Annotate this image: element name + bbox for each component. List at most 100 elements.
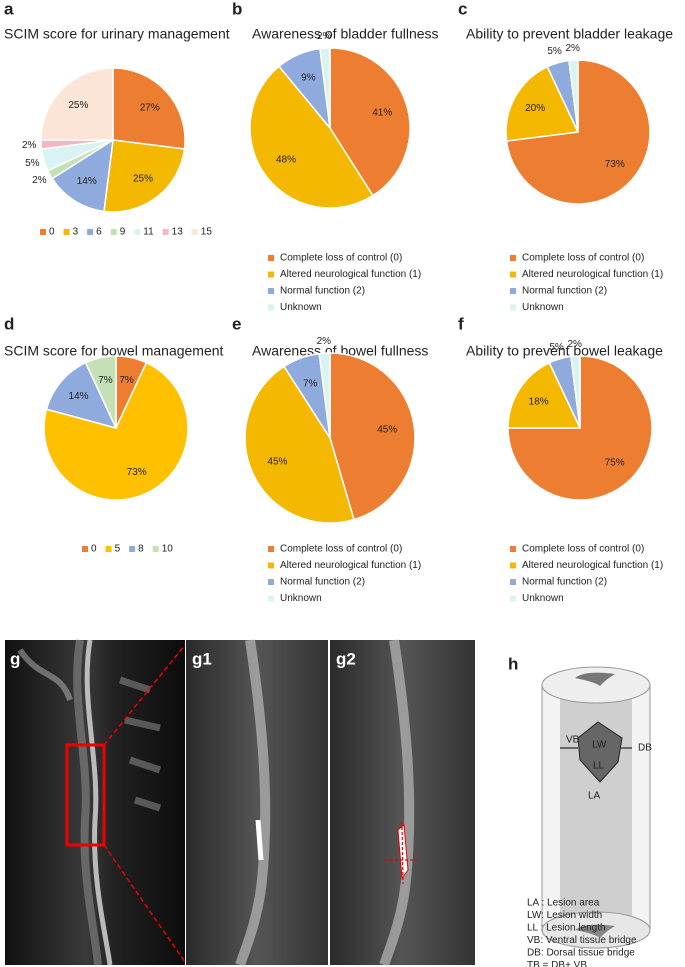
data-label: 27%: [140, 102, 160, 113]
legend-swatch: [510, 595, 516, 602]
legend-label: 10: [162, 544, 174, 555]
legend-label: Unknown: [280, 593, 322, 604]
diagram-label: LA: [588, 791, 601, 802]
spinal-cord: [73, 639, 102, 966]
legend-swatch: [162, 229, 169, 235]
legend-label: Unknown: [280, 302, 322, 313]
zoom-line: [103, 644, 186, 746]
pie-slice: [84, 355, 117, 429]
chart-title: Ability to prevent bowel leakage: [466, 343, 663, 359]
diagram-legend-item: LA : Lesion area: [527, 898, 600, 909]
panel-label: c: [458, 0, 467, 18]
legend-swatch: [268, 304, 274, 311]
legend-swatch: [134, 229, 141, 235]
legend-swatch: [268, 562, 274, 569]
data-label: 5%: [25, 158, 40, 169]
data-label: 45%: [267, 457, 287, 468]
diagram-label: LW: [592, 740, 607, 751]
chart-title: Awareness of bowel fullness: [252, 343, 428, 359]
legend-label: Altered neurological function (1): [522, 269, 663, 280]
cylinder-top: [541, 666, 651, 704]
legend-label: Altered neurological function (1): [522, 560, 663, 571]
data-label: 41%: [372, 107, 392, 118]
data-label: 14%: [77, 176, 97, 187]
legend-label: 9: [120, 227, 126, 238]
pie-slice: [568, 59, 579, 133]
legend-label: 0: [91, 544, 97, 555]
legend-label: Normal function (2): [280, 286, 365, 297]
legend-swatch: [129, 546, 136, 552]
panel-label: h: [508, 654, 518, 673]
diagram-label: LL: [593, 761, 605, 772]
vertebrae: [118, 676, 162, 812]
legend-label: Unknown: [522, 593, 564, 604]
diagram-label: DB: [638, 743, 652, 754]
panel-label: b: [232, 0, 242, 18]
legend-label: 11: [143, 227, 154, 238]
legend-label: Complete loss of control (0): [522, 253, 644, 264]
pie-slice: [329, 352, 416, 521]
data-label: 5%: [547, 46, 562, 57]
cross-section: [575, 672, 615, 686]
pie-slice: [570, 355, 581, 429]
data-label: 7%: [98, 375, 113, 386]
lesion-g1: [255, 819, 264, 861]
data-label: 7%: [303, 378, 318, 389]
chart-title: Ability to prevent bladder leakage: [466, 26, 673, 42]
cord-band: [560, 685, 632, 930]
legend-swatch: [63, 229, 70, 235]
data-label: 9%: [301, 73, 316, 84]
legend-swatch: [268, 595, 274, 602]
data-label: 2%: [22, 140, 37, 151]
legend-label: Complete loss of control (0): [280, 253, 402, 264]
legend-label: 15: [201, 227, 213, 238]
data-label: 14%: [69, 391, 89, 402]
legend-label: Altered neurological function (1): [280, 269, 421, 280]
legend-label: 13: [172, 227, 184, 238]
cord-g2: [379, 639, 415, 967]
pie-slice: [319, 47, 331, 129]
legend-label: 3: [73, 227, 79, 238]
legend-swatch: [268, 271, 274, 278]
pie-slice: [505, 65, 580, 142]
legend-swatch: [510, 562, 516, 569]
legend-swatch: [510, 546, 516, 552]
panel-label: a: [4, 0, 14, 18]
legend-label: 5: [115, 544, 121, 555]
data-label: 18%: [529, 396, 549, 407]
legend-label: Complete loss of control (0): [522, 544, 644, 555]
chart-title: Awareness of bladder fullness: [252, 26, 439, 42]
lesion-outline: [397, 824, 409, 880]
pie-slice: [507, 361, 582, 429]
pie-slice: [244, 365, 355, 524]
lesion-length: [401, 821, 404, 885]
data-label: 75%: [605, 457, 625, 468]
data-label: 25%: [133, 173, 153, 184]
data-label: 7%: [119, 375, 134, 386]
panel-label: f: [458, 314, 464, 333]
data-label: 2%: [567, 339, 582, 350]
diagram-legend-item: TB = DB+ VB: [527, 960, 587, 967]
panel-label: g2: [336, 649, 356, 668]
data-label: 45%: [377, 424, 397, 435]
panel-label: g1: [192, 649, 212, 668]
pie-slice: [43, 361, 189, 501]
diagram-legend-item: LW: Lesion width: [527, 910, 602, 921]
legend-label: Normal function (2): [522, 577, 607, 588]
data-label: 20%: [525, 103, 545, 114]
legend-swatch: [510, 579, 516, 585]
legend-swatch: [87, 229, 94, 235]
legend-swatch: [510, 288, 516, 294]
legend-swatch: [40, 229, 46, 235]
legend-swatch: [152, 546, 159, 552]
mri-images: g g1 g2: [5, 639, 475, 967]
pie-slice: [112, 67, 186, 150]
diagram: h VB LW DB LL LA: [508, 654, 652, 949]
diagram-legend-item: VB: Ventral tissue bridge: [527, 935, 637, 946]
data-label: 5%: [549, 342, 564, 353]
legend-label: Complete loss of control (0): [280, 544, 402, 555]
roi-box: [65, 743, 106, 847]
legend-swatch: [105, 546, 112, 552]
legend-label: 6: [96, 227, 102, 238]
